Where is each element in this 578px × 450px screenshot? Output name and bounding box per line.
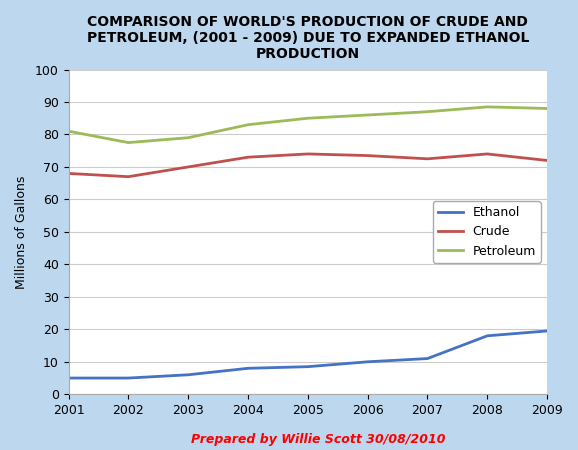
Line: Crude: Crude: [69, 154, 547, 177]
Petroleum: [244, 122, 251, 127]
Ethanol: [125, 375, 132, 381]
Ethanol: [65, 375, 72, 381]
Title: COMPARISON OF WORLD'S PRODUCTION OF CRUDE AND
PETROLEUM, (2001 - 2009) DUE TO EX: COMPARISON OF WORLD'S PRODUCTION OF CRUD…: [87, 15, 529, 61]
Ethanol: [544, 328, 551, 333]
Petroleum: [185, 135, 192, 140]
Ethanol: [305, 364, 312, 369]
Ethanol: [244, 365, 251, 371]
Ethanol: [484, 333, 491, 338]
Crude: [185, 164, 192, 170]
Text: Prepared by Willie Scott 30/08/2010: Prepared by Willie Scott 30/08/2010: [191, 432, 445, 446]
Petroleum: [424, 109, 431, 114]
Crude: [244, 154, 251, 160]
Petroleum: [65, 129, 72, 134]
Crude: [305, 151, 312, 157]
Crude: [424, 156, 431, 162]
Petroleum: [305, 116, 312, 121]
Ethanol: [185, 372, 192, 378]
Crude: [544, 158, 551, 163]
Crude: [484, 151, 491, 157]
Line: Petroleum: Petroleum: [69, 107, 547, 143]
Petroleum: [484, 104, 491, 109]
Line: Ethanol: Ethanol: [69, 331, 547, 378]
Petroleum: [125, 140, 132, 145]
Crude: [65, 171, 72, 176]
Legend: Ethanol, Crude, Petroleum: Ethanol, Crude, Petroleum: [432, 201, 541, 263]
Petroleum: [544, 106, 551, 111]
Y-axis label: Millions of Gallons: Millions of Gallons: [15, 175, 28, 288]
Ethanol: [424, 356, 431, 361]
Crude: [125, 174, 132, 180]
Crude: [364, 153, 371, 158]
Ethanol: [364, 359, 371, 364]
Petroleum: [364, 112, 371, 118]
